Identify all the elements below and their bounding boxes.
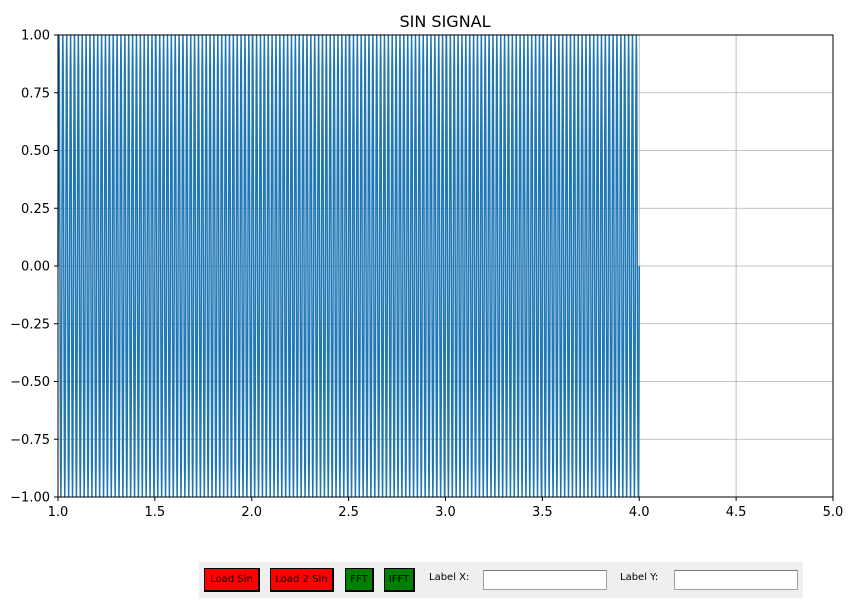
line-layer [57, 34, 640, 498]
label-x-input[interactable] [483, 570, 607, 590]
x-tick-label: 3.0 [435, 505, 456, 520]
y-tick-label: −0.50 [10, 375, 50, 390]
chart-title: SIN SIGNAL [399, 12, 490, 31]
y-tick-label: −1.00 [10, 491, 50, 506]
y-tick-label: −0.25 [10, 317, 50, 332]
label-x-caption: Label X: [429, 572, 470, 583]
ticks-layer: 1.0 1.5 2.0 2.5 3.0 3.5 4.0 4.5 5.0 1.00 0.75 0.50 0… [10, 29, 843, 521]
label-y-input[interactable] [674, 570, 798, 590]
x-tick-label: 1.0 [48, 505, 69, 520]
y-tick-label: 0.00 [21, 260, 50, 275]
x-tick-label: 5.0 [823, 505, 844, 520]
x-tick-label: 4.0 [629, 505, 650, 520]
load-2-sin-button[interactable]: Load 2 Sin [270, 568, 334, 592]
label-y-caption: Label Y: [620, 572, 659, 583]
ifft-button[interactable]: IFFT [384, 568, 415, 592]
x-tick-label: 2.5 [338, 505, 359, 520]
load-sin-button[interactable]: Load Sin [204, 568, 260, 592]
y-tick-label: 0.25 [21, 202, 50, 217]
signal-series-line [57, 34, 640, 498]
y-tick-label: 0.75 [21, 86, 50, 101]
x-tick-label: 4.5 [726, 505, 747, 520]
x-tick-label: 2.0 [241, 505, 262, 520]
y-tick-label: −0.75 [10, 433, 50, 448]
x-tick-label: 3.5 [532, 505, 553, 520]
fft-button[interactable]: FFT [345, 568, 374, 592]
x-tick-label: 1.5 [145, 505, 166, 520]
toolbar: Load Sin Load 2 Sin FFT IFFT Label X: La… [199, 562, 803, 598]
y-tick-label: 0.50 [21, 144, 50, 159]
y-tick-label: 1.00 [21, 29, 50, 44]
sin-signal-chart: 1.0 1.5 2.0 2.5 3.0 3.5 4.0 4.5 5.0 1.00 0.75 0.50 0… [10, 12, 843, 521]
